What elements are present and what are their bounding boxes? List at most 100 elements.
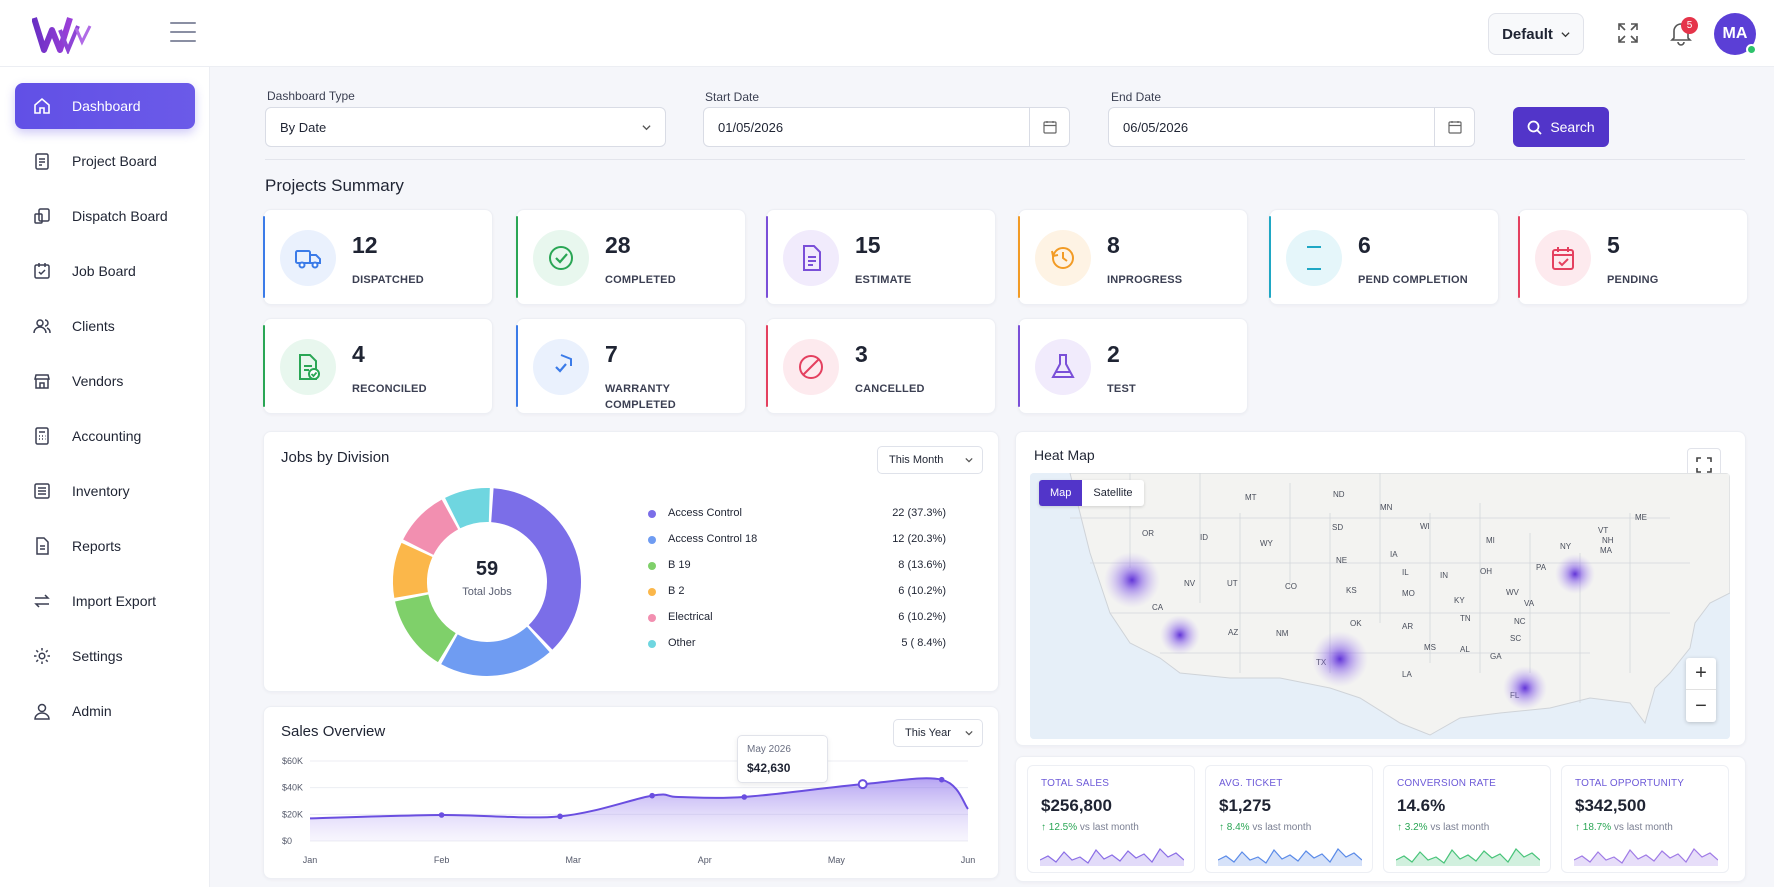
sidebar-item-label: Job Board: [72, 263, 136, 279]
kpi-label: AVG. TICKET: [1219, 778, 1283, 789]
legend-item[interactable]: Electrical 6 (10.2%): [648, 609, 946, 627]
hotspot[interactable]: [1104, 552, 1160, 608]
legend-value: 6 (10.2%): [898, 611, 946, 623]
jobs-period-select[interactable]: This Month: [877, 446, 983, 474]
donut-slice[interactable]: [395, 594, 456, 663]
sidebar-item-dashboard[interactable]: Dashboard: [15, 83, 195, 129]
sidebar-item-reports[interactable]: Reports: [15, 523, 195, 569]
heat-map[interactable]: MT ND MN SD WI OR ID WY NE IA MI NY ME VT NH MA NV U…: [1030, 473, 1730, 739]
donut-slice[interactable]: [441, 626, 550, 676]
summary-card[interactable]: 15 ESTIMATE: [766, 209, 996, 305]
sales-point[interactable]: [649, 792, 655, 799]
summary-card-label: PENDING: [1607, 274, 1659, 286]
chevron-down-icon: [642, 125, 651, 131]
donut-slice[interactable]: [403, 499, 459, 555]
end-date-input[interactable]: 06/05/2026: [1108, 107, 1475, 147]
sales-period-select[interactable]: This Year: [893, 719, 983, 747]
legend-dot: [648, 562, 656, 570]
donut-slice[interactable]: [445, 488, 490, 529]
sidebar-item-job-board[interactable]: Job Board: [15, 248, 195, 294]
projects-summary-title: Projects Summary: [265, 176, 404, 195]
legend-item[interactable]: B 2 6 (10.2%): [648, 583, 946, 601]
summary-card[interactable]: 6 PEND COMPLETION: [1269, 209, 1499, 305]
legend-item[interactable]: Access Control 18 12 (20.3%): [648, 531, 946, 549]
sales-point[interactable]: [938, 776, 945, 783]
legend-label: Other: [668, 637, 696, 649]
legend-dot: [648, 640, 656, 648]
calendar-icon[interactable]: [1434, 108, 1474, 146]
sidebar-item-label: Import Export: [72, 593, 157, 609]
summary-card[interactable]: 12 DISPATCHED: [263, 209, 493, 305]
hotspot[interactable]: [1555, 554, 1595, 594]
fullscreen-icon[interactable]: [1617, 22, 1639, 44]
sidebar-item-accounting[interactable]: Accounting: [15, 413, 195, 459]
kpi-sparkline: [1396, 848, 1540, 866]
avatar[interactable]: MA: [1714, 13, 1756, 55]
summary-card-label: INPROGRESS: [1107, 274, 1183, 286]
cancel-icon: [783, 339, 839, 395]
hotspot[interactable]: [1312, 631, 1368, 687]
sales-point[interactable]: [741, 794, 748, 800]
map-tab-map[interactable]: Map: [1039, 480, 1083, 506]
dashboard-type-value: By Date: [280, 119, 327, 135]
start-date-label: Start Date: [705, 90, 760, 104]
svg-text:IN: IN: [1440, 571, 1448, 580]
dashboard-type-select[interactable]: By Date: [265, 107, 666, 147]
summary-card[interactable]: 7 WARRANTY COMPLETED: [516, 318, 746, 414]
kpi-card[interactable]: CONVERSION RATE 14.6% ↑ 3.2% vs last month: [1383, 765, 1551, 873]
search-button[interactable]: Search: [1513, 107, 1609, 147]
sales-point[interactable]: [438, 812, 445, 818]
hotspot[interactable]: [1160, 615, 1200, 655]
brand-logo[interactable]: [32, 14, 94, 54]
kpi-card[interactable]: TOTAL SALES $256,800 ↑ 12.5% vs last month: [1027, 765, 1195, 873]
sales-period-value: This Year: [905, 727, 951, 739]
user-icon: [34, 703, 50, 720]
sidebar-item-import-export[interactable]: Import Export: [15, 578, 195, 624]
summary-card[interactable]: 3 CANCELLED: [766, 318, 996, 414]
sales-point[interactable]: [557, 813, 563, 820]
profile-select[interactable]: Default: [1488, 13, 1584, 55]
summary-card[interactable]: 2 TEST: [1018, 318, 1248, 414]
zoom-out-button[interactable]: −: [1695, 694, 1707, 717]
up-arrow-icon: ↑: [1575, 822, 1583, 833]
hotspot[interactable]: [1503, 666, 1547, 710]
svg-text:PA: PA: [1536, 563, 1547, 572]
sidebar-item-label: Settings: [72, 648, 123, 664]
map-tab-satellite[interactable]: Satellite: [1093, 487, 1133, 499]
sidebar-item-inventory[interactable]: Inventory: [15, 468, 195, 514]
sidebar-item-vendors[interactable]: Vendors: [15, 358, 195, 404]
summary-card-label: PEND COMPLETION: [1358, 274, 1468, 286]
summary-card[interactable]: 5 PENDING: [1518, 209, 1748, 305]
svg-text:NY: NY: [1560, 542, 1572, 551]
menu-toggle-icon[interactable]: [170, 22, 196, 42]
legend-item[interactable]: Access Control 22 (37.3%): [648, 505, 946, 523]
legend-item[interactable]: B 19 8 (13.6%): [648, 557, 946, 575]
zoom-in-button[interactable]: +: [1686, 658, 1716, 690]
sales-point[interactable]: [857, 779, 868, 790]
legend-label: Electrical: [668, 611, 713, 623]
svg-text:OH: OH: [1480, 567, 1492, 576]
sidebar-item-dispatch-board[interactable]: Dispatch Board: [15, 193, 195, 239]
sidebar-item-clients[interactable]: Clients: [15, 303, 195, 349]
legend-item[interactable]: Other 5 ( 8.4%): [648, 635, 946, 653]
up-arrow-icon: ↑: [1397, 822, 1405, 833]
donut-slice[interactable]: [393, 542, 433, 598]
sidebar-item-project-board[interactable]: Project Board: [15, 138, 195, 184]
notification-badge: 5: [1681, 17, 1698, 34]
donut-slice[interactable]: [491, 488, 581, 650]
kpi-card[interactable]: TOTAL OPPORTUNITY $342,500 ↑ 18.7% vs last…: [1561, 765, 1729, 873]
summary-card[interactable]: 8 INPROGRESS: [1018, 209, 1248, 305]
kpi-card[interactable]: AVG. TICKET $1,275 ↑ 8.4% vs last month: [1205, 765, 1373, 873]
sidebar-item-settings[interactable]: Settings: [15, 633, 195, 679]
kpi-change: ↑ 12.5% vs last month: [1041, 822, 1139, 833]
kpi-label: CONVERSION RATE: [1397, 778, 1496, 789]
calendar-icon[interactable]: [1029, 108, 1069, 146]
start-date-input[interactable]: 01/05/2026: [703, 107, 1070, 147]
summary-card[interactable]: 4 RECONCILED: [263, 318, 493, 414]
sidebar-item-admin[interactable]: Admin: [15, 688, 195, 734]
summary-card[interactable]: 28 COMPLETED: [516, 209, 746, 305]
kpi-change: ↑ 8.4% vs last month: [1219, 822, 1311, 833]
sidebar-item-label: Dispatch Board: [72, 208, 168, 224]
calendar-check-icon: [34, 263, 50, 279]
